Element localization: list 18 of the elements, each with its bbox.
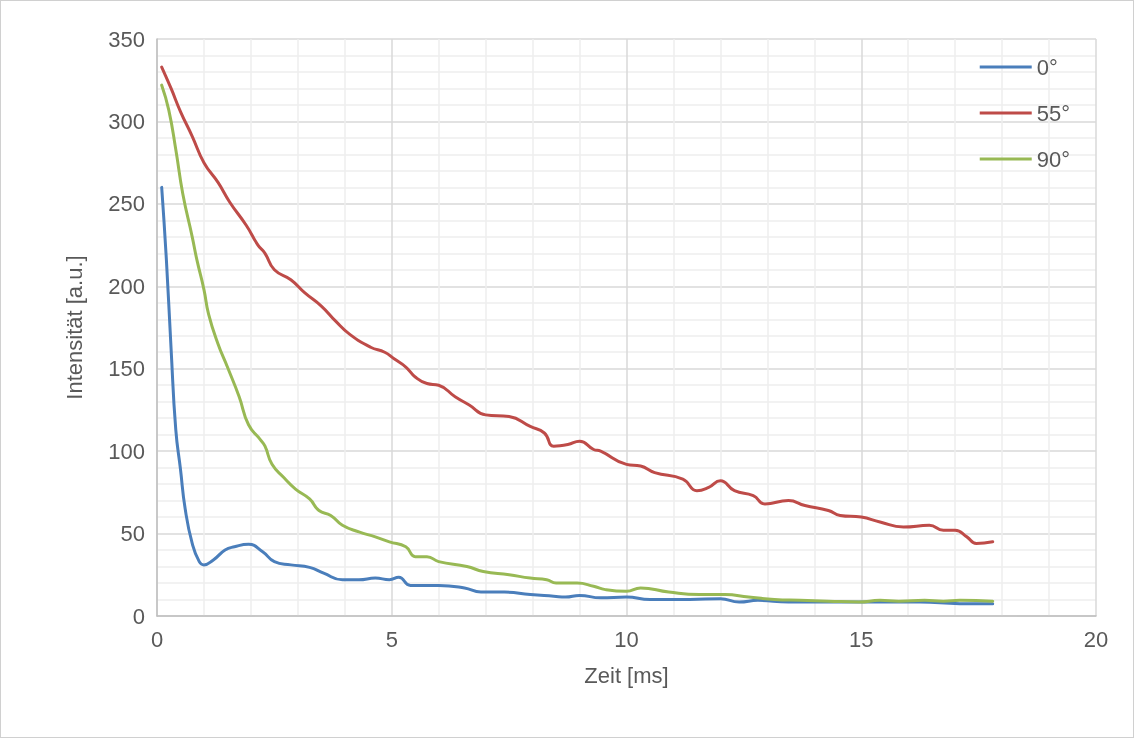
y-tick-label: 250: [108, 191, 145, 217]
legend-label: 55°: [1036, 100, 1071, 126]
x-tick-label: 5: [385, 626, 398, 652]
y-tick-label: 50: [120, 521, 145, 547]
x-tick-label: 0: [150, 626, 164, 652]
y-tick-label: 350: [108, 26, 145, 52]
y-tick-label: 300: [108, 108, 145, 134]
y-tick-label: 100: [108, 438, 145, 464]
y-tick-label: 0: [132, 603, 145, 629]
legend-label: 0°: [1036, 54, 1058, 80]
x-tick-label: 20: [1083, 626, 1109, 652]
y-tick-label: 200: [108, 273, 145, 299]
legend-label: 90°: [1036, 146, 1071, 172]
y-axis-title: Intensität [a.u.]: [61, 255, 87, 400]
x-tick-label: 15: [849, 626, 874, 652]
y-tick-label: 150: [108, 356, 145, 382]
x-tick-label: 10: [614, 626, 639, 652]
x-axis-title: Zeit [ms]: [584, 662, 669, 688]
